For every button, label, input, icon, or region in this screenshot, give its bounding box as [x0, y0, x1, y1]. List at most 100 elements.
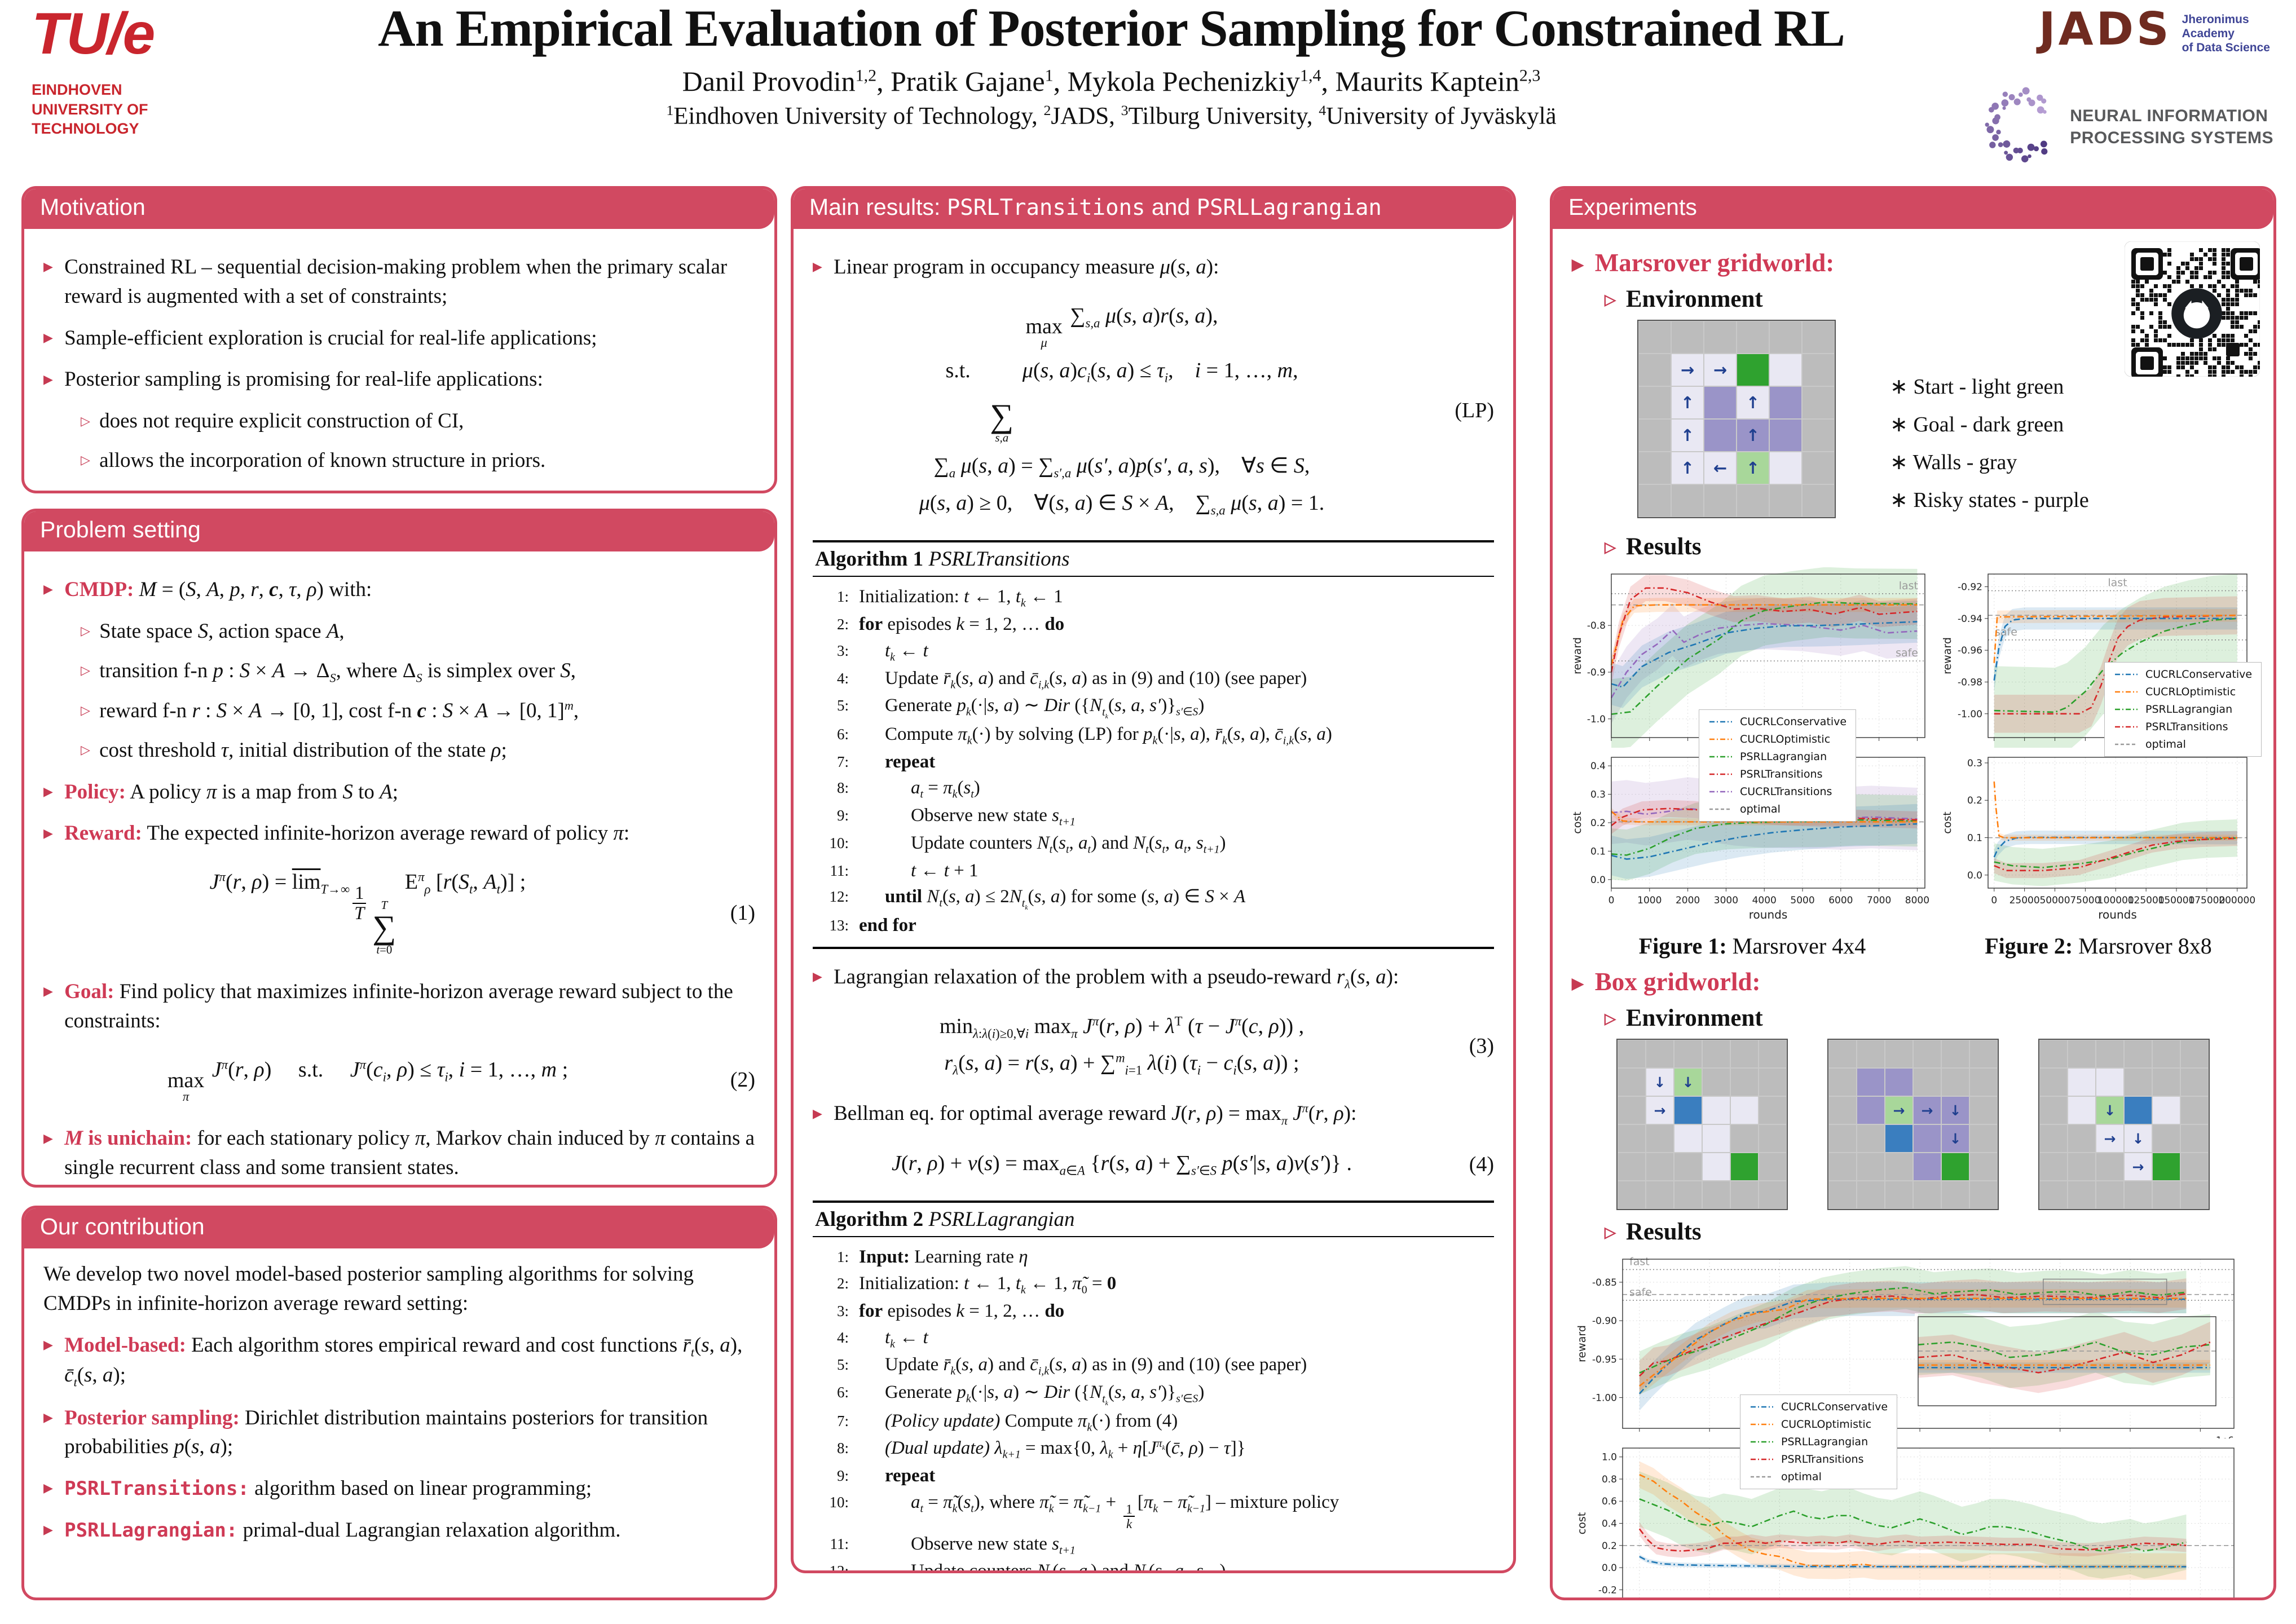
- algorithm-line-number: 4:: [836, 669, 849, 687]
- sub-bullet-icon: ▷: [81, 663, 91, 677]
- algorithm-line-number: 11:: [830, 862, 849, 879]
- gridworld-cell: [2068, 1096, 2096, 1124]
- legend-entry: PSRLTransitions: [2114, 721, 2252, 733]
- gridworld-cell: [2039, 1096, 2068, 1124]
- algorithm-body: 1: Initialization: t ← 1, tk ← 1 2: for epi…: [813, 577, 1494, 949]
- poster-header: TU/e EINDHOVEN UNIVERSITY OF TECHNOLOGY …: [0, 0, 2296, 182]
- gridworld-cell: [1704, 419, 1737, 452]
- main-results-block: Main results: PSRLTransitions and PSRLLa…: [791, 186, 1516, 1573]
- bullet-text: CMDP: M = (S, A, p, r, c, τ, ρ) with:: [64, 578, 372, 601]
- equation-tag: (LP): [1455, 399, 1494, 423]
- legend-entry: optimal: [1749, 1471, 1888, 1483]
- gridworld-cell: →: [1704, 354, 1737, 386]
- svg-text:8000: 8000: [1905, 895, 1929, 906]
- figure1-caption: Figure 1: Marsrover 4x4: [1638, 933, 1866, 959]
- svg-text:-1.00: -1.00: [1592, 1392, 1617, 1404]
- experiments-block-header: Experiments: [1553, 189, 2273, 229]
- svg-text:-0.85: -0.85: [1592, 1277, 1617, 1288]
- svg-text:4000: 4000: [1752, 895, 1777, 906]
- experiments-block: Experiments ▶ Marsrover gridworld: ▷ Env…: [1550, 186, 2276, 1600]
- gridworld-grid: → → ↑ ↑ ↑ ↑ ↑ ← ↑: [1637, 320, 1836, 518]
- gridworld-cell: [1857, 1181, 1885, 1209]
- svg-text:last: last: [1899, 580, 1918, 592]
- box-environment-label: ▷ Environment: [1605, 1005, 1763, 1031]
- gridworld-cell: ↓: [2124, 1124, 2152, 1153]
- figure3-cost-panel: 0.000.250.500.751.001.251.501.752.00-0.2…: [1576, 1441, 2254, 1597]
- gridworld-cell: [1674, 1040, 1702, 1068]
- gridworld-legend-item: ∗ Walls - gray: [1890, 451, 2017, 474]
- sub-bullet-icon: ▷: [81, 413, 91, 428]
- bullet-item: ▶ PSRLLagrangian: primal-dual Lagrangian …: [43, 1516, 755, 1545]
- gridworld-cell: [2180, 1040, 2209, 1068]
- legend-label: PSRLTransitions: [1781, 1453, 1864, 1466]
- bullet-icon: ▶: [43, 826, 54, 840]
- gridworld-cell: [1730, 1068, 1759, 1096]
- gridworld-cell: [2068, 1153, 2096, 1181]
- bullet-text: Constrained RL – sequential decision-mak…: [64, 255, 728, 308]
- gridworld-cell: [1671, 484, 1704, 517]
- algorithm-line-text: repeat: [885, 1465, 936, 1486]
- svg-text:3000: 3000: [1714, 895, 1738, 906]
- sub-bullet-item: ▷ allows the incorporation of known struc…: [81, 446, 755, 475]
- gridworld-cell: [1769, 484, 1802, 517]
- gridworld-cell: [1702, 1124, 1730, 1153]
- legend-line-sample: [1709, 808, 1732, 810]
- gridworld-cell: [2039, 1040, 2068, 1068]
- algorithm-line-number: 7:: [836, 1412, 849, 1429]
- gridworld-cell: [1802, 386, 1835, 419]
- bullet-item: ▶ Bellman eq. for optimal average reward …: [813, 1099, 1494, 1129]
- sub-bullet-icon: ▷: [81, 453, 91, 467]
- figure1-reward-chart: -0.8 -0.9 -1.0 last safe reward: [1571, 567, 1925, 749]
- legend-label: CUCRLTransitions: [1740, 785, 1832, 798]
- legend-line-sample: [2115, 673, 2138, 676]
- gridworld-arrow-icon: →: [1654, 1102, 1666, 1119]
- algorithm-line-number: 10:: [829, 1493, 849, 1511]
- gridworld-cell: [2124, 1096, 2152, 1124]
- legend-line-sample: [2115, 708, 2138, 710]
- gridworld-cell: [1618, 1068, 1646, 1096]
- svg-text:0.2: 0.2: [1967, 795, 1982, 806]
- gridworld-cell: [1646, 1040, 1674, 1068]
- legend-entry: PSRLLagrangian: [2114, 703, 2252, 716]
- gridworld-cell: [2068, 1181, 2096, 1209]
- bullet-text: Reward: The expected infinite-horizon av…: [64, 822, 630, 845]
- gridworld-cell: [1759, 1153, 1787, 1181]
- gridworld-cell: [2152, 1096, 2180, 1124]
- equation-tag: (1): [730, 901, 755, 925]
- gridworld-cell: [1704, 386, 1737, 419]
- algorithm-line-text: at = π̃k(st), where π̃k = π̃k−1 + 1 k [πk …: [911, 1491, 1339, 1532]
- bullet-icon: ▶: [813, 1106, 823, 1120]
- algorithm-line-number: 9:: [836, 1467, 849, 1484]
- gridworld-cell: [1638, 354, 1671, 386]
- algorithm-line: 4: tk ← t: [813, 1325, 1494, 1352]
- figure-3: -0.85 -0.90 -0.95 -1.00 fast safe reward 1e6 0.…: [1576, 1252, 2254, 1597]
- gridworld-cell: ↑: [1671, 419, 1704, 452]
- gridworld-cell: [2039, 1153, 2068, 1181]
- algorithm-line: 13: end for: [813, 912, 1494, 939]
- gridworld-cell: [1618, 1153, 1646, 1181]
- algorithm-line-number: 6:: [836, 1384, 849, 1401]
- gridworld-legend-item: ∗ Risky states - purple: [1890, 488, 2089, 512]
- gridworld-cell: [1802, 354, 1835, 386]
- gridworld-cell: [1638, 321, 1671, 354]
- figure-1: -0.8 -0.9 -1.0 last safe reward 0 1000 2000 3000…: [1571, 567, 1933, 959]
- gridworld-cell: [1828, 1068, 1857, 1096]
- legend-line-sample: [1709, 738, 1732, 740]
- svg-text:0.1: 0.1: [1590, 846, 1606, 857]
- algorithm-line: 9: repeat: [813, 1463, 1494, 1489]
- legend-label: CUCRLConservative: [2145, 668, 2253, 681]
- neurips-logo-text: NEURAL INFORMATION PROCESSING SYSTEMS: [2070, 106, 2273, 147]
- gridworld-cell: [2096, 1153, 2124, 1181]
- gridworld-cell: ←: [1704, 452, 1737, 484]
- gridworld-cell: [2152, 1153, 2180, 1181]
- gridworld-grid: ↓ ↓ →: [1616, 1039, 1788, 1210]
- bullet-text: Posterior sampling: Dirichlet distributi…: [64, 1406, 708, 1459]
- algorithm-line-text: Initialization: t ← 1, tk ← 1: [859, 586, 1063, 610]
- equation-line: J(r, ρ) + v(s) = maxa∈A {r(s, a) + ∑s′∈S…: [892, 1151, 1352, 1178]
- bullet-text: M is unichain: for each stationary polic…: [64, 1127, 755, 1180]
- legend-label: CUCRLConservative: [1781, 1401, 1888, 1413]
- gridworld-grid: ↓ → ↓ →: [2038, 1039, 2210, 1210]
- gridworld-arrow-icon: →: [1893, 1102, 1905, 1119]
- jads-logo: JADS Jheronimus Academy of Data Science: [2039, 7, 2270, 55]
- svg-text:-0.8: -0.8: [1587, 620, 1606, 632]
